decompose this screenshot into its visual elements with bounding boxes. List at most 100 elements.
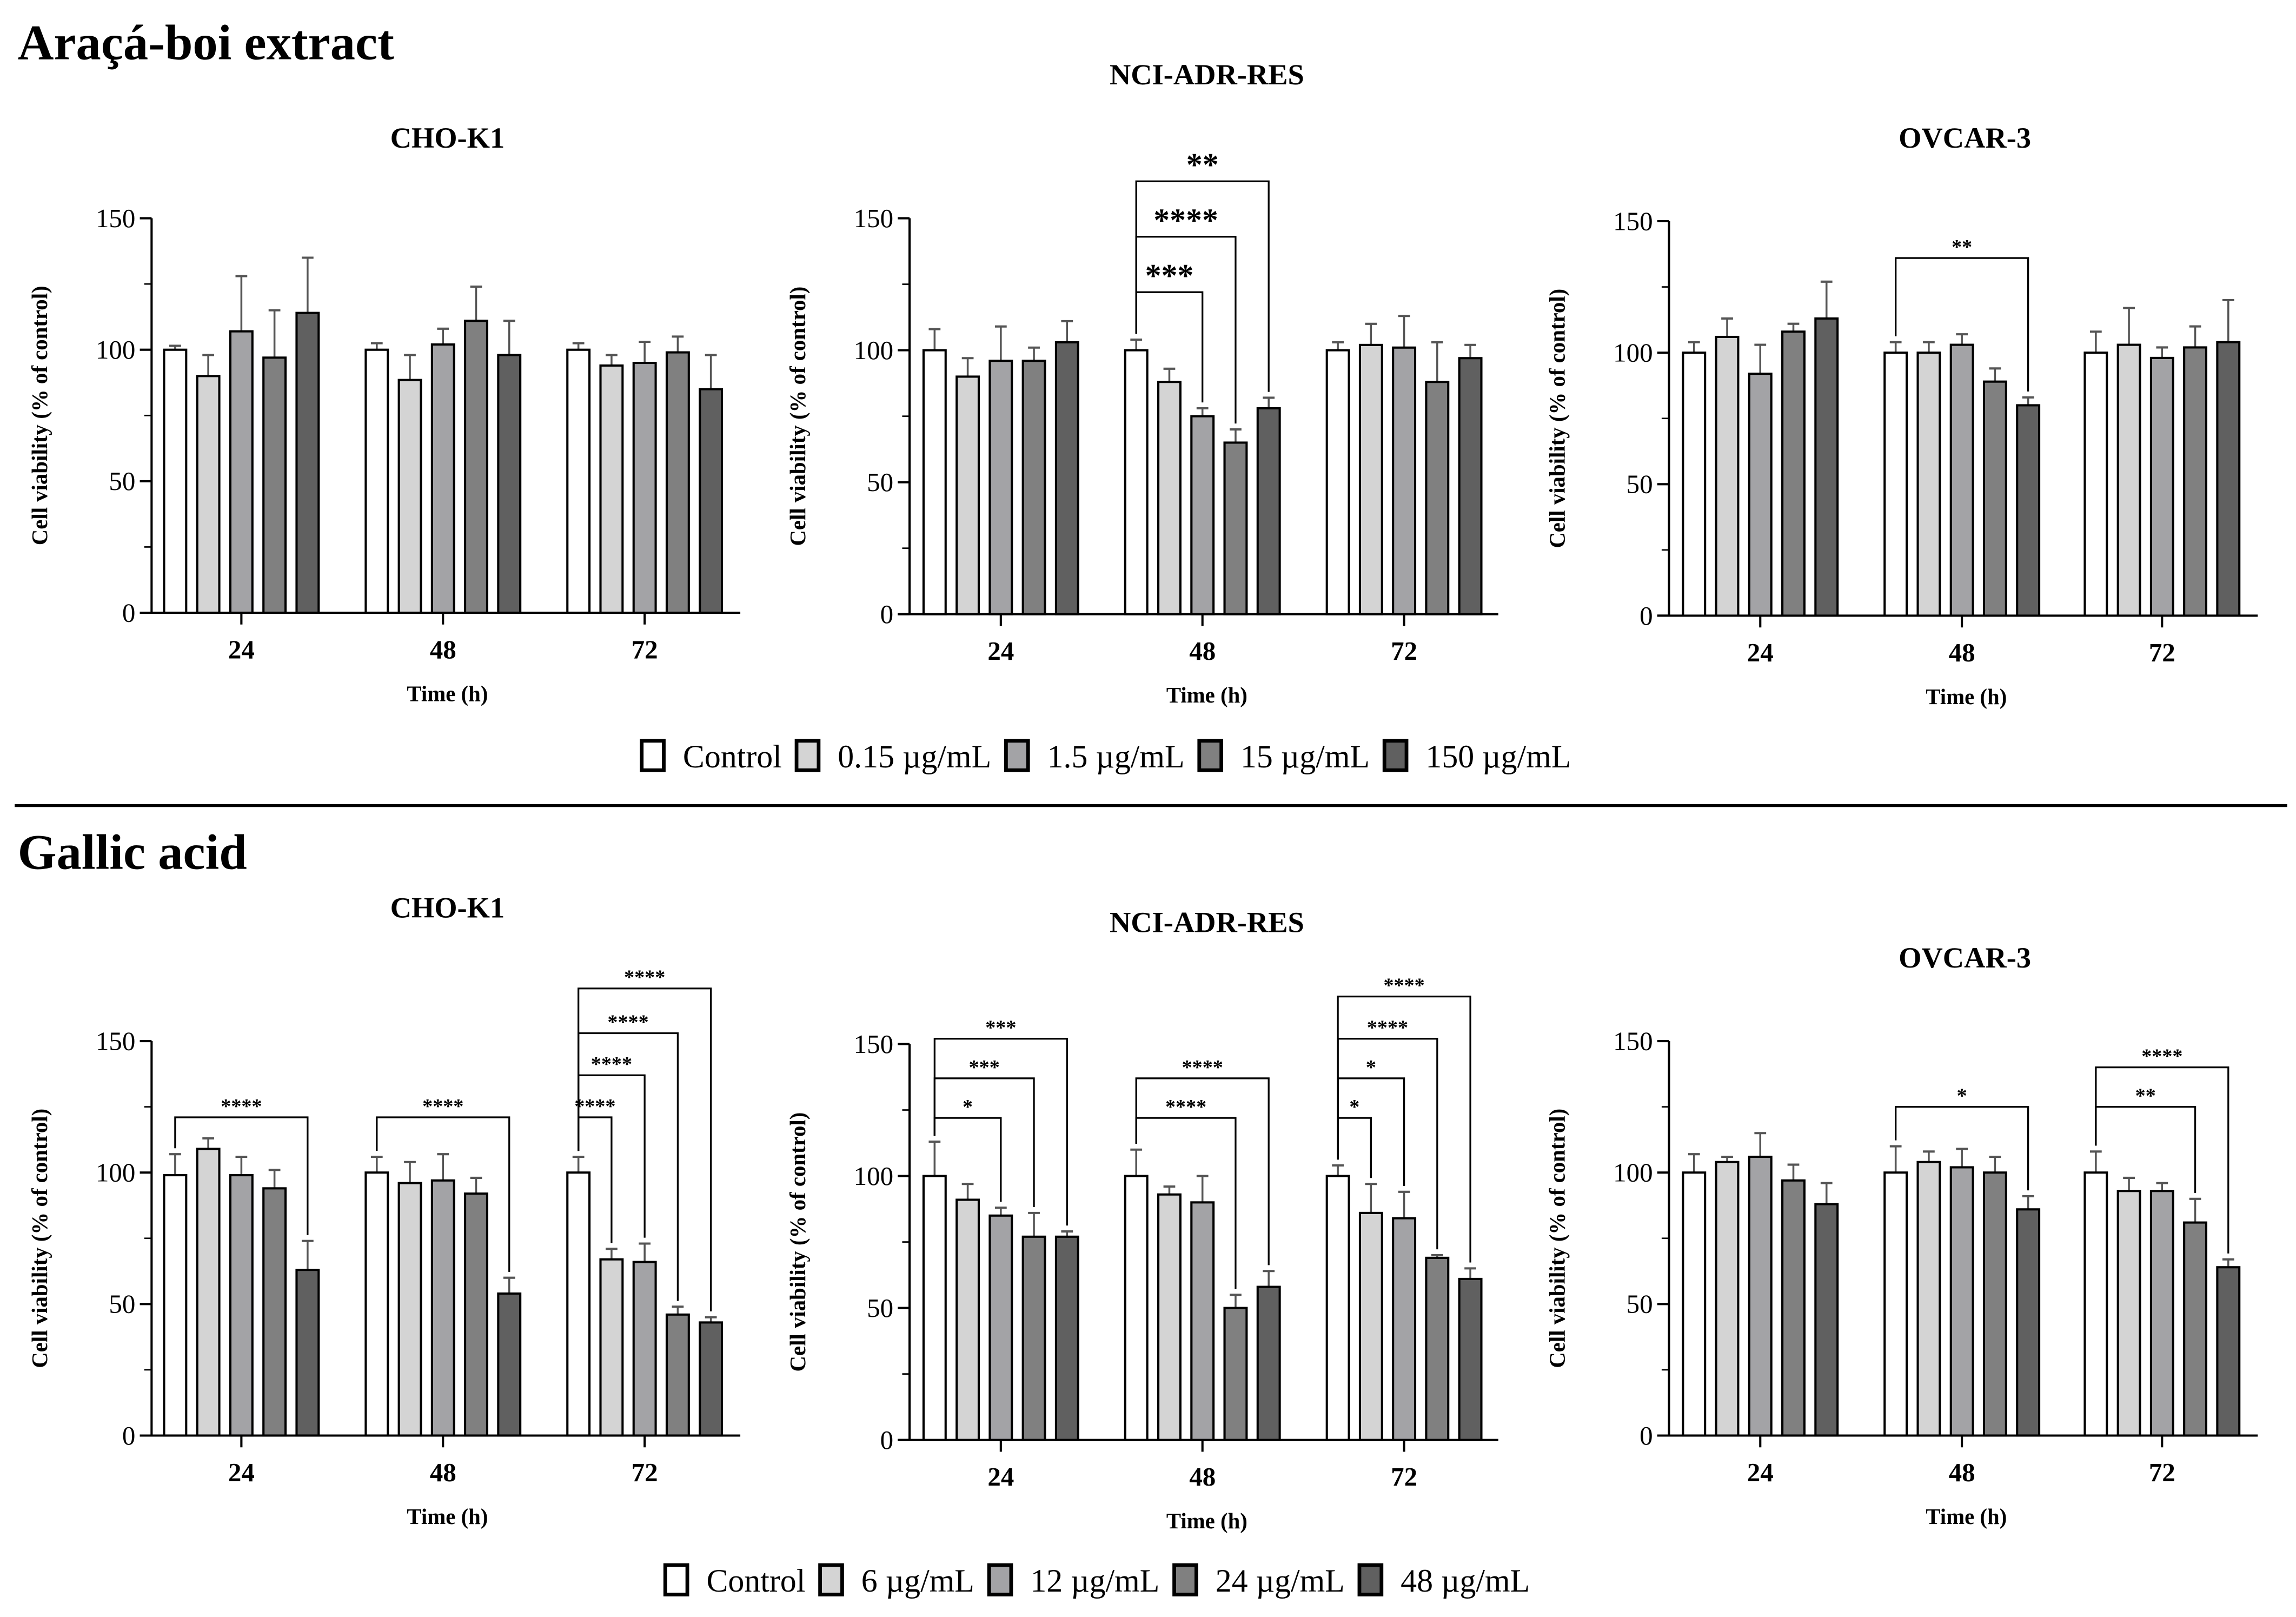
x-tick-label: 24	[228, 634, 255, 664]
x-tick-label: 48	[1949, 638, 1975, 667]
chart-5: OVCAR-3 0 50 100 150 Cell viability (% of con…	[1545, 941, 2258, 1529]
bar-control	[922, 1175, 947, 1441]
x-tick-label: 24	[1747, 638, 1774, 667]
bar-control	[163, 1174, 188, 1437]
bar-0-15-g-ml	[1157, 381, 1182, 615]
significance-label: *	[963, 1096, 973, 1118]
chart-title: OVCAR-3	[1899, 121, 2031, 154]
bar-150-g-ml	[497, 354, 522, 614]
bar-150-g-ml	[1054, 341, 1079, 615]
y-tick-label: 50	[1627, 469, 1653, 499]
y-tick-label: 50	[1627, 1289, 1653, 1319]
bar-12-g-ml	[430, 1179, 455, 1437]
bar-12-g-ml	[632, 1261, 657, 1437]
section-heading-gallic-acid: Gallic acid	[18, 825, 247, 880]
legend-label: 1.5 µg/mL	[1047, 739, 1185, 774]
bar-6-g-ml	[599, 1258, 624, 1437]
significance-label: ****	[422, 1095, 463, 1118]
bar-15-g-ml	[262, 356, 287, 614]
bar-control	[1883, 352, 1908, 617]
bar-24-g-ml	[1223, 1307, 1248, 1441]
bar-control	[1682, 352, 1707, 617]
significance-label: ****	[1182, 1056, 1223, 1079]
legend-label: Control	[683, 739, 782, 774]
x-axis-label: Time (h)	[407, 1505, 488, 1529]
bar-24-g-ml	[2183, 1221, 2208, 1437]
bar-control	[2083, 352, 2108, 617]
legend-label: 24 µg/mL	[1216, 1563, 1345, 1599]
chart-title: NCI-ADR-RES	[1110, 58, 1304, 91]
bar-15-g-ml	[1982, 380, 2007, 617]
significance-bracket	[1337, 1117, 1372, 1178]
bar-24-g-ml	[1781, 1179, 1806, 1437]
bar-0-15-g-ml	[1715, 335, 1740, 617]
bar-15-g-ml	[665, 351, 690, 614]
chart-title: OVCAR-3	[1899, 941, 2031, 974]
legend-label: 15 µg/mL	[1240, 739, 1370, 774]
bar-control	[1682, 1171, 1707, 1437]
y-tick-label: 0	[122, 598, 136, 627]
bar-control	[566, 1171, 591, 1437]
bar-24-g-ml	[464, 1192, 488, 1437]
y-tick-label: 0	[880, 1425, 894, 1455]
significance-label: *	[1349, 1096, 1359, 1118]
significance-bracket	[1135, 1117, 1237, 1289]
x-tick-label: 72	[1391, 1462, 1417, 1492]
significance-label: ****	[1367, 1017, 1408, 1039]
y-tick-label: 100	[96, 1158, 135, 1188]
significance-bracket	[1135, 180, 1270, 392]
bar-1-5-g-ml	[430, 343, 455, 614]
bar-150-g-ml	[2216, 341, 2241, 617]
y-tick-label: 0	[122, 1421, 136, 1450]
chart-2: OVCAR-3 0 50 100 150 Cell viability (% of con…	[1545, 121, 2258, 709]
significance-label: ****	[607, 1011, 648, 1033]
bar-6-g-ml	[955, 1198, 980, 1441]
y-tick-label: 0	[1640, 601, 1653, 631]
bar-15-g-ml	[1223, 441, 1248, 615]
x-axis-label: Time (h)	[1926, 1505, 2007, 1529]
bar-12-g-ml	[1190, 1201, 1215, 1441]
y-tick-label: 100	[1613, 337, 1653, 367]
bar-1-5-g-ml	[229, 330, 254, 614]
significance-bracket	[933, 1077, 1035, 1207]
significance-label: *	[1366, 1056, 1376, 1079]
bar-control	[1124, 349, 1149, 615]
bar-0-15-g-ml	[955, 375, 980, 615]
bar-0-15-g-ml	[2116, 343, 2141, 617]
significance-label: **	[1186, 147, 1219, 182]
bar-24-g-ml	[1425, 1256, 1450, 1441]
bar-control	[364, 348, 389, 614]
bar-0-15-g-ml	[1358, 343, 1383, 615]
significance-label: ****	[1383, 974, 1424, 997]
legend-swatch	[1172, 1563, 1198, 1596]
bar-0-15-g-ml	[196, 375, 221, 614]
legend-label: 6 µg/mL	[861, 1563, 974, 1599]
bar-12-g-ml	[1949, 1166, 1974, 1437]
significance-label: ***	[1145, 257, 1194, 293]
legend-swatch	[663, 1563, 689, 1596]
bar-150-g-ml	[1458, 357, 1483, 615]
x-tick-label: 72	[632, 634, 658, 664]
legend-label: 48 µg/mL	[1401, 1563, 1530, 1599]
bar-0-15-g-ml	[1916, 352, 1941, 617]
y-tick-label: 100	[854, 1161, 893, 1191]
bar-12-g-ml	[988, 1214, 1013, 1441]
bar-15-g-ml	[1425, 381, 1450, 615]
x-tick-label: 48	[1189, 636, 1216, 666]
bar-15-g-ml	[464, 320, 488, 614]
legend-label: 12 µg/mL	[1030, 1563, 1159, 1599]
significance-bracket	[1337, 1038, 1438, 1250]
legend-swatch	[1382, 739, 1409, 772]
bar-control	[566, 348, 591, 614]
legend-swatch	[1197, 739, 1224, 772]
y-tick-label: 150	[854, 1029, 893, 1059]
significance-label: ***	[985, 1017, 1016, 1039]
bar-15-g-ml	[1021, 360, 1046, 615]
bar-6-g-ml	[397, 1182, 422, 1437]
bar-6-g-ml	[196, 1148, 221, 1437]
bar-1-5-g-ml	[988, 360, 1013, 615]
x-tick-label: 48	[430, 1457, 456, 1487]
y-tick-label: 50	[867, 1293, 893, 1323]
significance-label: ****	[591, 1053, 632, 1076]
